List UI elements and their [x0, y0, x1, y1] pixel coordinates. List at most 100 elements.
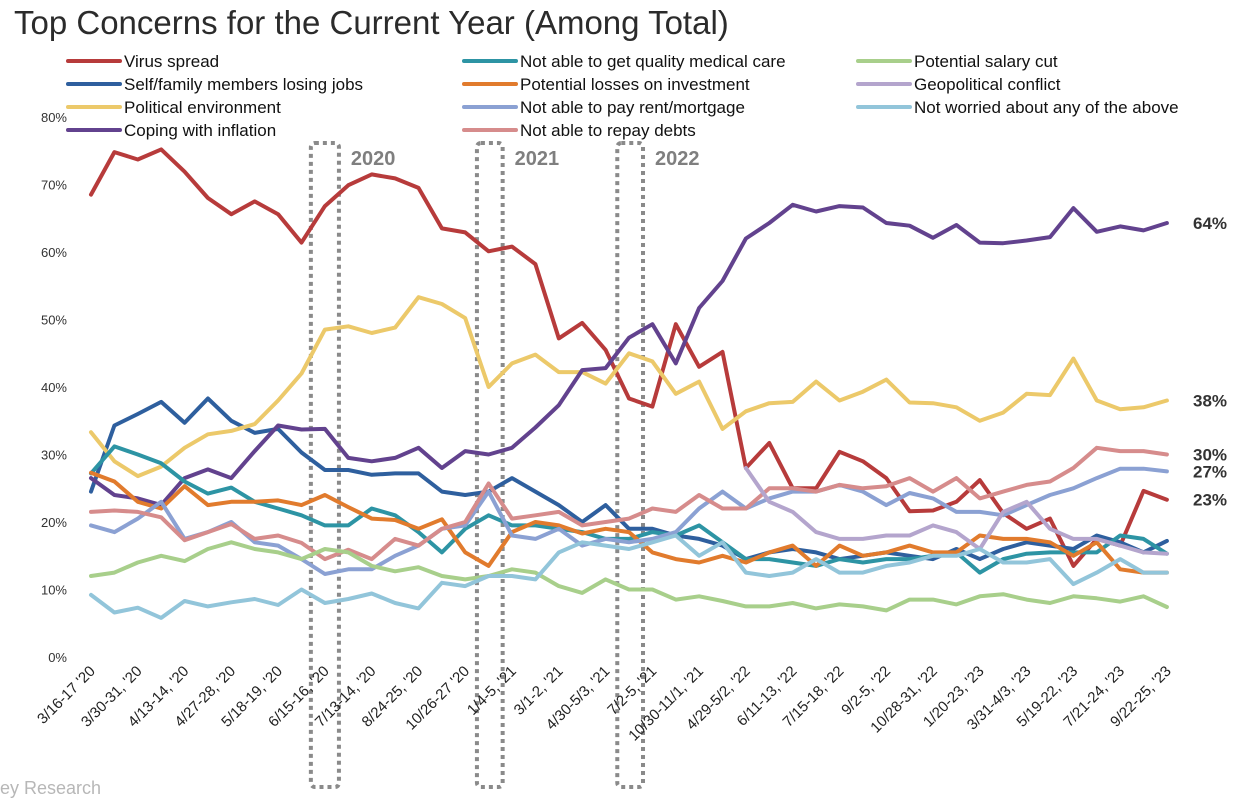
data-point — [346, 523, 350, 528]
data-point — [650, 359, 655, 363]
data-point — [604, 577, 608, 582]
data-point — [697, 560, 701, 565]
data-point — [533, 425, 538, 430]
series-path — [89, 396, 1169, 562]
data-point — [229, 212, 233, 216]
data-point — [1071, 594, 1075, 598]
data-point — [229, 522, 233, 526]
legend-item: Self/family members losing jobs — [66, 75, 363, 94]
data-point — [370, 172, 374, 176]
legend-label: Not able to pay rent/mortgage — [520, 98, 745, 117]
data-point — [1071, 582, 1075, 586]
series-line — [89, 540, 1169, 613]
data-point — [674, 598, 678, 602]
data-point — [136, 452, 140, 457]
data-point — [791, 203, 795, 207]
data-point — [1001, 411, 1005, 415]
data-point — [440, 517, 444, 521]
data-point — [604, 537, 608, 541]
data-point — [1048, 517, 1052, 521]
series-line — [89, 147, 1169, 568]
data-point — [884, 564, 888, 568]
data-point — [931, 490, 935, 494]
data-point — [861, 604, 865, 609]
data-point — [1118, 600, 1122, 604]
data-point — [697, 306, 701, 310]
data-point — [557, 523, 561, 528]
data-point — [416, 446, 421, 450]
data-point — [1001, 241, 1005, 245]
data-point — [1095, 446, 1099, 450]
data-point — [159, 400, 163, 404]
data-point — [1001, 510, 1005, 514]
data-point — [697, 554, 701, 558]
y-tick-label: 0% — [48, 650, 67, 665]
y-tick-label: 40% — [41, 380, 67, 395]
data-point — [136, 157, 140, 162]
data-point — [931, 598, 935, 602]
data-point — [1025, 500, 1029, 504]
data-point — [1071, 486, 1075, 490]
data-point — [861, 554, 865, 558]
data-point — [89, 510, 93, 514]
data-point — [884, 378, 888, 382]
data-point — [767, 486, 771, 490]
data-point — [253, 500, 257, 504]
data-point — [744, 466, 748, 470]
data-point — [393, 513, 397, 517]
data-point — [487, 452, 491, 457]
data-point — [510, 567, 514, 571]
data-point — [908, 476, 912, 480]
data-point — [1141, 537, 1146, 541]
legend-item: Virus spread — [66, 52, 219, 71]
data-point — [720, 490, 725, 494]
data-point — [627, 517, 631, 521]
data-point — [440, 527, 444, 531]
data-point — [89, 574, 93, 578]
end-value-label: 23% — [1193, 491, 1227, 510]
legend-item: Not able to repay debts — [462, 121, 696, 140]
data-point — [697, 523, 701, 528]
data-point — [393, 176, 397, 180]
year-marker-box — [474, 141, 505, 789]
data-point — [837, 398, 842, 403]
data-point — [323, 547, 327, 551]
y-tick-label: 50% — [41, 313, 67, 328]
data-point — [510, 245, 514, 249]
data-point — [697, 365, 701, 369]
data-point — [908, 557, 912, 561]
data-point — [89, 430, 93, 434]
data-point — [487, 385, 491, 389]
data-point — [557, 336, 561, 340]
data-point — [837, 537, 842, 541]
data-point — [440, 490, 444, 494]
data-point — [510, 361, 514, 365]
data-point — [206, 432, 210, 436]
data-point — [861, 459, 865, 463]
data-point — [1071, 537, 1075, 541]
data-point — [1165, 469, 1169, 473]
data-point — [650, 527, 655, 531]
data-point — [183, 484, 187, 488]
data-point — [89, 593, 93, 597]
data-point — [206, 467, 210, 471]
data-point — [323, 523, 327, 528]
data-point — [112, 530, 116, 534]
legend-label: Potential salary cut — [914, 52, 1058, 71]
data-point — [837, 544, 842, 548]
data-point — [487, 513, 491, 517]
data-point — [650, 540, 655, 544]
data-point — [650, 537, 655, 541]
data-point — [1118, 544, 1122, 548]
data-point — [814, 380, 818, 384]
data-point — [346, 324, 350, 328]
data-point — [346, 597, 350, 601]
data-point — [580, 540, 584, 544]
data-point — [276, 423, 280, 428]
data-point — [627, 527, 631, 531]
data-point — [206, 547, 210, 551]
data-point — [487, 574, 491, 578]
data-point — [697, 506, 701, 511]
data-point — [206, 530, 210, 534]
